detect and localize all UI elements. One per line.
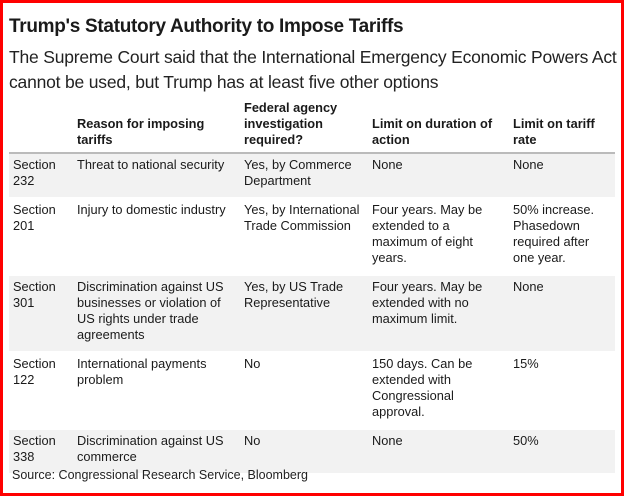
table-cell: 50% increase. Phasedown required after o… (509, 198, 615, 276)
table-row: Section 301 Discrimination against US bus… (9, 275, 615, 353)
table-cell: None (509, 275, 615, 353)
source-note: Source: Congressional Research Service, … (12, 468, 308, 482)
table-row: Section 232 Threat to national security Ye… (9, 153, 615, 199)
table-cell: None (509, 153, 615, 199)
table-cell: No (240, 429, 368, 475)
subtitle: The Supreme Court said that the Internat… (9, 47, 617, 92)
table-cell: Threat to national security (73, 153, 240, 199)
table-cell: Section 122 (9, 352, 73, 430)
table-cell: Yes, by US Trade Representative (240, 275, 368, 353)
page-title: Trump's Statutory Authority to Impose Ta… (9, 16, 404, 37)
header-cell: Limit on tariff rate (509, 100, 615, 154)
table-cell: Section 301 (9, 275, 73, 353)
table-cell: None (368, 153, 509, 199)
header-cell: Reason for imposing tariffs (73, 100, 240, 154)
header-cell (9, 100, 73, 154)
table-cell: Section 232 (9, 153, 73, 199)
table-cell: Discrimination against US commerce (73, 429, 240, 475)
table-cell: None (368, 429, 509, 475)
table-cell: Four years. May be extended with no maxi… (368, 275, 509, 353)
table-cell: International payments problem (73, 352, 240, 430)
table-row: Section 338 Discrimination against US com… (9, 429, 615, 475)
table-cell: No (240, 352, 368, 430)
table-cell: Section 338 (9, 429, 73, 475)
table-cell: Yes, by Commerce Department (240, 153, 368, 199)
table-cell: Four years. May be extended to a maximum… (368, 198, 509, 276)
table-cell: Injury to domestic industry (73, 198, 240, 276)
table-cell: Yes, by International Trade Commission (240, 198, 368, 276)
table-header-row: Reason for imposing tariffs Federal agen… (9, 100, 615, 154)
header-cell: Federal agency investigation required? (240, 100, 368, 154)
table-cell: 150 days. Can be extended with Congressi… (368, 352, 509, 430)
table-row: Section 122 International payments proble… (9, 352, 615, 430)
table-row: Section 201 Injury to domestic industry Ye… (9, 198, 615, 276)
table-cell: Discrimination against US businesses or … (73, 275, 240, 353)
table-cell: 15% (509, 352, 615, 430)
table-cell: 50% (509, 429, 615, 475)
header-cell: Limit on duration of action (368, 100, 509, 154)
tariff-authority-table: Reason for imposing tariffs Federal agen… (9, 100, 615, 475)
table-cell: Section 201 (9, 198, 73, 276)
